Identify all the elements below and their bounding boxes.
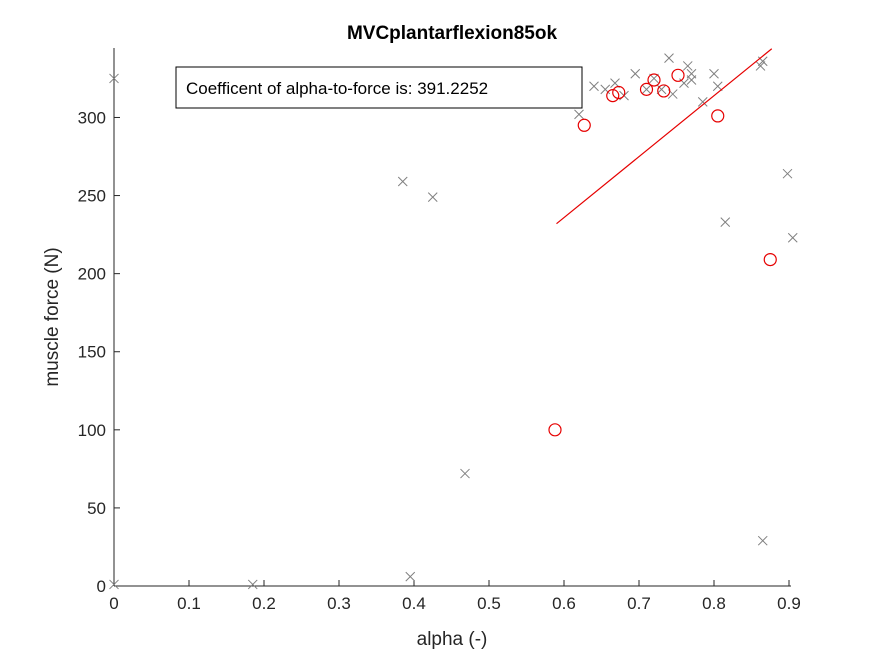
fit-line — [556, 48, 773, 225]
data-point-circle — [763, 252, 777, 267]
y-tick-label: 200 — [78, 265, 106, 284]
data-point-x — [589, 81, 599, 92]
data-point-circle — [612, 85, 626, 100]
x-tick-label: 0.5 — [477, 594, 501, 613]
data-point-circle — [657, 84, 671, 98]
y-tick-label: 250 — [78, 187, 106, 206]
data-point-circle — [548, 423, 562, 437]
data-point-x — [755, 61, 766, 71]
y-tick-label: 150 — [78, 343, 106, 362]
x-ticks: 0 0.1 0.2 0.3 0.4 0.5 0.6 0.7 0.8 0.9 — [109, 580, 801, 613]
series-circle-markers — [548, 68, 777, 437]
data-point-x — [109, 579, 119, 590]
data-point-x — [697, 96, 708, 107]
annotation-frame — [175, 66, 583, 109]
data-point-x — [787, 232, 798, 243]
series-x-markers — [109, 53, 798, 590]
x-tick-label: 0.9 — [777, 594, 801, 613]
x-tick-label: 0.8 — [702, 594, 726, 613]
annotation-text: Coefficent of alpha-to-force is: 391.225… — [186, 79, 488, 98]
data-point-x — [109, 73, 119, 84]
data-point-x — [682, 61, 693, 71]
x-tick-label: 0.7 — [627, 594, 651, 613]
chart-title: MVCplantarflexion85ok — [347, 23, 558, 44]
data-point-x — [427, 192, 438, 202]
data-point-x — [247, 579, 258, 590]
data-point-x — [574, 109, 584, 120]
data-point-x — [641, 84, 652, 95]
y-tick-label: 100 — [78, 421, 106, 440]
x-tick-label: 0 — [109, 594, 118, 613]
data-point-x — [757, 535, 768, 546]
data-point-x — [782, 168, 793, 179]
data-point-circle — [639, 82, 654, 96]
plot-area: 0 0.1 0.2 0.3 0.4 0.5 0.6 0.7 0.8 0.9 0 50 100 150 20… — [78, 48, 801, 613]
x-tick-label: 0.3 — [327, 594, 351, 613]
x-tick-label: 0.4 — [402, 594, 426, 613]
x-tick-label: 0.2 — [252, 594, 276, 613]
x-axis-label: alpha (-) — [417, 629, 488, 650]
data-point-circle — [577, 118, 591, 132]
data-point-x — [720, 217, 731, 227]
y-tick-label: 50 — [87, 499, 106, 518]
data-point-x — [630, 68, 641, 79]
data-point-circle — [671, 68, 685, 82]
y-tick-label: 300 — [78, 108, 106, 127]
y-axis-label: muscle force (N) — [42, 247, 63, 386]
data-point-circle — [711, 109, 725, 123]
data-point-x — [460, 468, 470, 479]
data-point-circle — [647, 73, 661, 87]
data-point-circle — [606, 89, 620, 103]
x-tick-label: 0.1 — [177, 594, 201, 613]
y-ticks: 0 50 100 150 200 250 300 — [78, 108, 120, 596]
data-point-x — [397, 176, 408, 187]
data-point-x — [709, 68, 719, 79]
x-tick-label: 0.6 — [552, 594, 576, 613]
data-point-x — [712, 81, 723, 92]
annotation-box: Coefficent of alpha-to-force is: 391.225… — [175, 66, 583, 109]
y-tick-label: 0 — [97, 577, 106, 596]
data-point-x — [664, 53, 674, 63]
data-point-x — [686, 75, 697, 85]
data-point-x — [405, 571, 416, 582]
